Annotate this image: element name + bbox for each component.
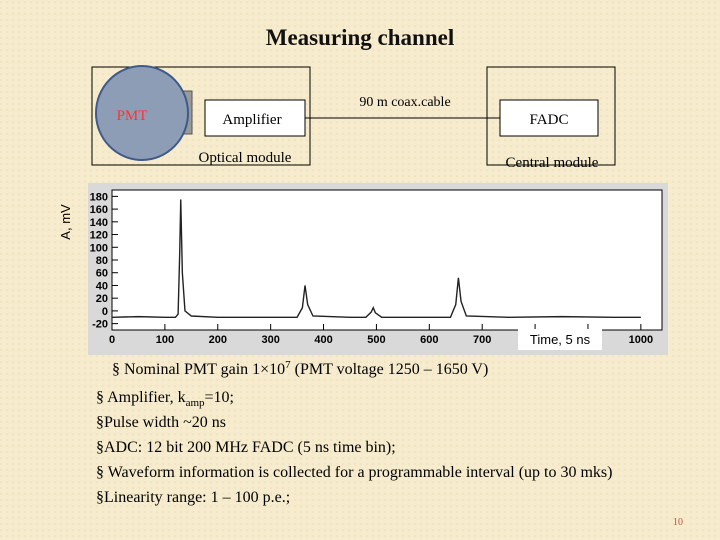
- title: Measuring channel: [266, 25, 454, 50]
- x-tick-label: 500: [367, 334, 385, 346]
- bullet-text: § Waveform information is collected for …: [96, 464, 612, 481]
- y-tick-label: 100: [90, 242, 108, 254]
- x-tick-label: 0: [109, 334, 115, 346]
- pmt-label: PMT: [117, 108, 148, 124]
- y-tick-label: 60: [96, 268, 108, 280]
- bullet: § Amplifier, kamp=10;: [96, 389, 234, 409]
- y-tick-label: 0: [102, 306, 108, 318]
- bullet-text: §ADC: 12 bit 200 MHz FADC (5 ns time bin…: [96, 439, 396, 456]
- bullet-text: §Linearity range: 1 – 100 p.e.;: [96, 489, 290, 506]
- bullet: § Waveform information is collected for …: [96, 464, 612, 481]
- x-tick-label: 400: [314, 334, 332, 346]
- fadc-box: [499, 99, 599, 137]
- y-tick-label: 140: [90, 217, 108, 229]
- page-number: 10: [673, 517, 683, 528]
- y-axis-label: A, mV: [58, 204, 73, 240]
- y-tick-label: 40: [96, 280, 108, 292]
- bullet: §Pulse width ~20 ns: [96, 414, 226, 431]
- optical-module-box: [91, 66, 311, 166]
- y-tick-label: 180: [90, 191, 108, 203]
- bullet-text: (PMT voltage 1250 – 1650 V): [291, 361, 489, 378]
- y-tick-label: 80: [96, 255, 108, 267]
- bullet-text: § Amplifier, k: [96, 389, 186, 406]
- x-tick-label: 200: [209, 334, 227, 346]
- x-tick-label: 1000: [629, 334, 653, 346]
- waveform: [111, 199, 641, 318]
- pmt: [95, 65, 189, 161]
- amplifier-label: Amplifier: [222, 112, 281, 128]
- plot-frame: [111, 189, 663, 331]
- central-module-box: [486, 66, 616, 166]
- y-tick-label: 120: [90, 230, 108, 242]
- central-module-label: Central module: [506, 155, 599, 171]
- y-tick-label: 160: [90, 204, 108, 216]
- bullet-text: amp: [186, 397, 205, 409]
- bullet-text: 7: [285, 359, 291, 371]
- bullet-text: § Nominal PMT gain 1×10: [112, 361, 285, 378]
- amplifier-box: [204, 99, 306, 137]
- bullet-text: §Pulse width ~20 ns: [96, 414, 226, 431]
- x-tick-label: 600: [420, 334, 438, 346]
- fadc-label: FADC: [530, 112, 569, 128]
- bullet: §ADC: 12 bit 200 MHz FADC (5 ns time bin…: [96, 439, 396, 456]
- bullet: § Nominal PMT gain 1×107 (PMT voltage 12…: [112, 359, 488, 378]
- x-axis-label: Time, 5 ns: [530, 332, 591, 347]
- x-label-box: [518, 329, 602, 350]
- y-tick-label: 20: [96, 293, 108, 305]
- x-tick-label: 100: [156, 334, 174, 346]
- cable-label: 90 m coax.cable: [359, 95, 450, 110]
- y-tick-label: -20: [92, 319, 108, 331]
- x-tick-label: 300: [261, 334, 279, 346]
- diagram: PMT Amplifier Optical module 90 m coax.c…: [91, 65, 616, 171]
- bullet: §Linearity range: 1 – 100 p.e.;: [96, 489, 290, 506]
- bullets: § Nominal PMT gain 1×107 (PMT voltage 12…: [96, 359, 612, 506]
- x-tick-label: 700: [473, 334, 491, 346]
- optical-module-label: Optical module: [199, 150, 292, 166]
- bullet-text: =10;: [205, 389, 234, 406]
